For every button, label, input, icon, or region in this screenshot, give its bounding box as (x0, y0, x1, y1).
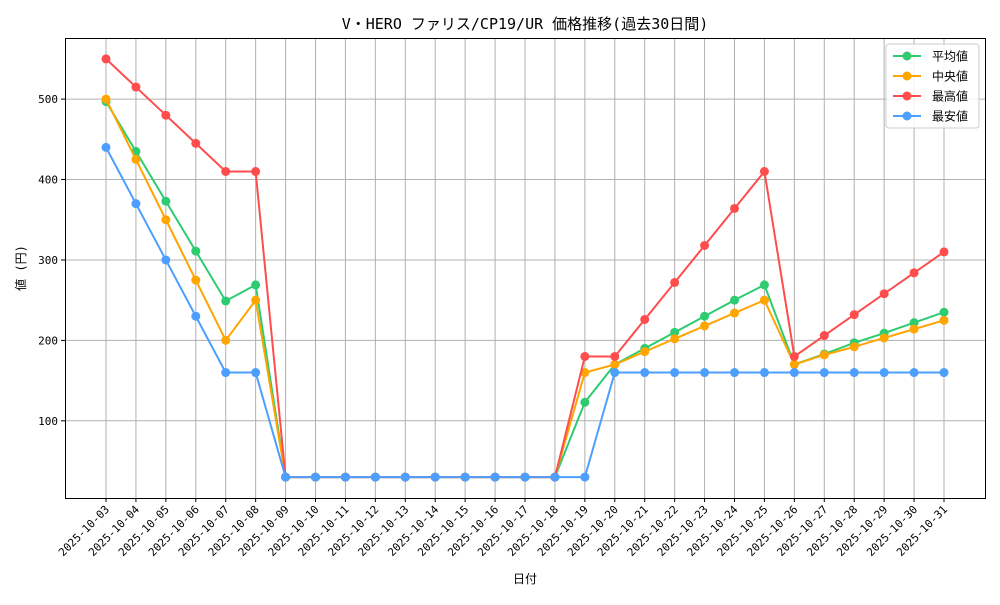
data-point (221, 296, 231, 306)
data-point (221, 335, 231, 345)
data-point (700, 368, 710, 378)
data-point (789, 351, 799, 361)
data-point (670, 334, 680, 344)
data-point (730, 368, 739, 378)
y-tick-label: 500 (38, 93, 58, 106)
data-point (251, 295, 261, 305)
data-point (610, 368, 620, 378)
data-point (161, 110, 171, 120)
data-point (191, 311, 201, 321)
legend-label: 最高値 (932, 89, 968, 104)
data-point (879, 289, 889, 299)
data-point (191, 138, 201, 148)
data-point (191, 275, 201, 285)
data-point (490, 472, 500, 482)
data-point (819, 350, 829, 360)
legend-marker (902, 91, 912, 101)
data-point (700, 240, 710, 250)
data-point (550, 472, 560, 482)
data-point (670, 368, 680, 378)
data-point (939, 368, 949, 378)
data-point (161, 255, 171, 265)
data-point (700, 321, 710, 331)
data-point (131, 154, 141, 164)
legend-marker (902, 51, 912, 61)
data-point (879, 368, 889, 378)
data-point (939, 307, 949, 317)
data-point (759, 280, 769, 290)
data-point (909, 324, 919, 334)
x-axis-label: 日付 (513, 572, 537, 586)
data-point (221, 166, 231, 176)
data-point (819, 331, 829, 341)
data-point (670, 327, 680, 337)
data-point (580, 472, 590, 482)
data-point (879, 333, 889, 343)
data-point (460, 472, 470, 482)
data-point (909, 318, 919, 328)
data-point (400, 472, 410, 482)
data-point (610, 351, 620, 361)
data-point (580, 397, 590, 407)
data-point (759, 295, 769, 305)
data-point (700, 311, 710, 321)
data-point (251, 166, 261, 176)
data-point (101, 142, 111, 152)
data-point (939, 315, 949, 325)
legend-label: 最安値 (932, 109, 968, 124)
data-point (580, 368, 590, 378)
data-point (640, 368, 650, 378)
chart-title: V・HERO ファリス/CP19/UR 価格推移(過去30日間) (342, 15, 709, 33)
data-point (221, 368, 231, 378)
series-3 (101, 142, 949, 482)
data-point (520, 472, 530, 482)
data-point (580, 351, 590, 361)
data-point (640, 314, 650, 324)
data-point (849, 310, 859, 320)
data-point (849, 342, 859, 352)
data-point (759, 166, 769, 176)
data-point (849, 368, 859, 378)
legend-box (885, 43, 980, 129)
y-tick-label: 200 (38, 334, 58, 347)
data-point (191, 246, 201, 256)
legend-label: 中央値 (932, 69, 968, 84)
data-point (101, 94, 111, 104)
data-point (640, 347, 650, 357)
legend-label: 平均値 (932, 49, 968, 64)
y-tick-label: 400 (38, 174, 58, 187)
y-tick-label: 100 (38, 415, 58, 428)
data-point (131, 199, 141, 209)
data-point (789, 368, 799, 378)
data-point (251, 368, 261, 378)
data-point (730, 203, 739, 213)
data-point (670, 277, 680, 287)
y-axis-label: 値 (円) (13, 245, 28, 291)
data-point (610, 360, 620, 370)
y-tick-label: 300 (38, 254, 58, 267)
data-point (819, 368, 829, 378)
data-point (759, 368, 769, 378)
data-point (101, 54, 111, 64)
data-point (789, 360, 799, 370)
data-point (730, 308, 739, 318)
data-point (161, 196, 171, 206)
data-point (311, 472, 320, 482)
data-point (251, 280, 261, 290)
data-point (370, 472, 380, 482)
legend-marker (902, 111, 912, 121)
data-point (939, 247, 949, 257)
legend-marker (902, 71, 912, 81)
data-point (281, 472, 291, 482)
data-point (730, 295, 739, 305)
data-point (430, 472, 440, 482)
data-point (161, 215, 171, 225)
data-point (909, 268, 919, 278)
data-point (131, 82, 141, 92)
data-point (909, 368, 919, 378)
data-point (340, 472, 350, 482)
